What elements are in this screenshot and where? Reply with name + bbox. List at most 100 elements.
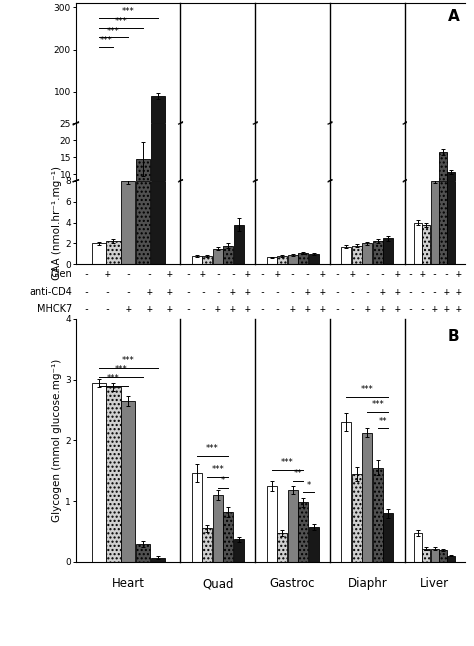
Bar: [383, 514, 393, 562]
Text: *: *: [221, 476, 225, 485]
Text: ***: ***: [114, 17, 127, 26]
Text: ***: ***: [114, 365, 127, 374]
Text: -: -: [83, 304, 89, 314]
Text: -: -: [365, 269, 370, 279]
Bar: [422, 225, 430, 264]
Bar: [91, 244, 106, 264]
Bar: [422, 548, 430, 562]
Text: +: +: [319, 287, 326, 297]
Text: Gastroc: Gastroc: [270, 578, 315, 590]
Text: +: +: [349, 269, 356, 279]
Text: -: -: [185, 287, 191, 297]
Text: -: -: [419, 287, 426, 297]
Bar: [362, 244, 373, 264]
Text: +: +: [245, 304, 251, 314]
Bar: [383, 238, 393, 264]
Bar: [223, 512, 233, 562]
Bar: [151, 181, 164, 264]
Bar: [91, 382, 106, 562]
Text: -: -: [408, 287, 414, 297]
Bar: [106, 242, 120, 264]
Text: -: -: [335, 287, 340, 297]
Text: Liver: Liver: [420, 578, 449, 590]
Text: +: +: [319, 269, 326, 279]
Text: MHCK7: MHCK7: [37, 304, 73, 314]
Text: Diaphr: Diaphr: [347, 578, 387, 590]
Text: -: -: [349, 304, 356, 314]
Text: -: -: [408, 269, 414, 279]
Text: Clen: Clen: [51, 269, 73, 279]
Bar: [439, 181, 447, 264]
Bar: [151, 123, 164, 181]
Text: ***: ***: [361, 385, 374, 394]
Text: ***: ***: [372, 401, 384, 410]
Text: -: -: [185, 269, 191, 279]
Text: -: -: [200, 287, 206, 297]
Y-axis label: Glycogen (mmol glucose.mg⁻¹): Glycogen (mmol glucose.mg⁻¹): [53, 359, 63, 522]
Bar: [223, 245, 233, 264]
Text: -: -: [305, 269, 310, 279]
Text: +: +: [245, 287, 251, 297]
Bar: [447, 172, 456, 181]
Text: -: -: [275, 304, 281, 314]
Text: +: +: [167, 287, 173, 297]
Bar: [352, 474, 362, 562]
Text: +: +: [456, 287, 462, 297]
Bar: [362, 433, 373, 562]
Bar: [447, 181, 456, 264]
Text: -: -: [215, 287, 221, 297]
Text: -: -: [260, 304, 265, 314]
Bar: [151, 557, 164, 562]
Text: +: +: [456, 269, 462, 279]
Text: Heart: Heart: [112, 578, 145, 590]
Bar: [373, 242, 383, 264]
Bar: [430, 181, 438, 264]
Bar: [439, 152, 447, 181]
Text: +: +: [125, 304, 131, 314]
Text: +: +: [365, 304, 370, 314]
Bar: [202, 256, 212, 264]
Text: Quad: Quad: [202, 578, 234, 590]
Bar: [234, 539, 244, 562]
Text: +: +: [319, 304, 326, 314]
Text: +: +: [305, 304, 310, 314]
Text: -: -: [275, 287, 281, 297]
Text: -: -: [419, 304, 426, 314]
Text: +: +: [379, 304, 385, 314]
Bar: [213, 495, 223, 562]
Text: ***: ***: [122, 356, 135, 365]
Text: *: *: [306, 481, 310, 490]
Bar: [447, 556, 456, 562]
Text: -: -: [260, 287, 265, 297]
Text: +: +: [444, 304, 449, 314]
Bar: [136, 544, 150, 562]
Text: -: -: [335, 269, 340, 279]
Text: -: -: [335, 304, 340, 314]
Text: +: +: [394, 287, 400, 297]
Text: +: +: [167, 304, 173, 314]
Text: +: +: [245, 269, 251, 279]
Text: +: +: [230, 304, 236, 314]
Bar: [106, 387, 120, 562]
Text: +: +: [290, 304, 296, 314]
Text: -: -: [104, 287, 110, 297]
Text: -: -: [260, 269, 265, 279]
Text: +: +: [167, 269, 173, 279]
Text: -: -: [83, 269, 89, 279]
Text: -: -: [290, 269, 296, 279]
Bar: [288, 255, 298, 264]
Text: -: -: [200, 304, 206, 314]
Text: +: +: [379, 287, 385, 297]
Bar: [341, 247, 351, 264]
Text: -: -: [290, 287, 296, 297]
Text: +: +: [419, 269, 426, 279]
Text: ***: ***: [211, 466, 224, 474]
Text: +: +: [215, 304, 221, 314]
Text: ***: ***: [122, 7, 135, 16]
Bar: [373, 468, 383, 562]
Text: +: +: [394, 304, 400, 314]
Bar: [309, 526, 319, 562]
Bar: [341, 422, 351, 562]
Bar: [277, 533, 287, 562]
Text: ***: ***: [206, 444, 219, 453]
